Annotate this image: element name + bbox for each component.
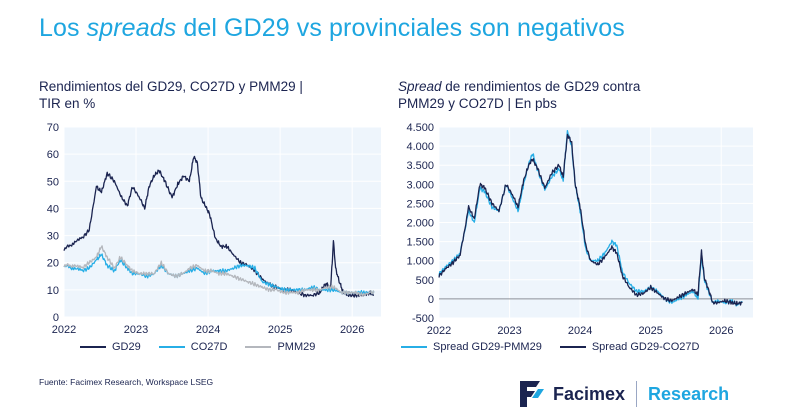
y-tick-label: 1.000 [406, 256, 434, 268]
legend-item: CO27D [158, 341, 228, 353]
legend-swatch [80, 346, 106, 348]
x-tick-label: 2024 [568, 325, 592, 337]
x-tick-label: 2025 [268, 324, 292, 336]
y-tick-label: 60 [47, 149, 59, 161]
x-tick-label: 2025 [638, 325, 662, 337]
legend-label: CO27D [190, 341, 228, 353]
y-tick-label: 2.500 [406, 198, 434, 210]
legend-label: Spread GD29-CO27D [591, 341, 700, 353]
y-tick-label: 1.500 [406, 237, 434, 249]
spread-chart: -500 0 500 1.000 1.500 2.000 2.500 3.000 3.500 4.… [406, 122, 753, 337]
left-subtitle-line2: TIR en % [39, 96, 96, 111]
right-chart-subtitle: Spread de rendimientos de GD29 contra PM… [398, 78, 738, 112]
x-tick-label: 2026 [340, 324, 364, 336]
headline-suffix: del GD29 vs provinciales son negativos [176, 14, 625, 42]
legend-swatch [245, 346, 272, 348]
x-tick-label: 2024 [196, 324, 220, 336]
series-line-spread-gd29-co27d [438, 133, 743, 306]
x-tick-label: 2022 [52, 324, 76, 336]
right-subtitle-line1: Spread de rendimientos de GD29 contra [398, 78, 738, 95]
series-line-pmm29 [63, 245, 375, 297]
yields-legend: GD29 CO27D PMM29 [80, 341, 333, 353]
y-tick-label: 4.500 [406, 122, 434, 134]
headline-prefix: Los [39, 14, 87, 42]
y-tick-label: 0 [53, 312, 59, 324]
headline-emphasis: spreads [86, 14, 177, 42]
y-tick-label: 3.000 [406, 179, 434, 191]
y-tick-label: 70 [47, 122, 59, 134]
legend-swatch [401, 346, 427, 348]
legend-label: PMM29 [277, 341, 316, 353]
brand-footer: Facimex Research [518, 375, 729, 413]
y-tick-label: 10 [47, 285, 59, 297]
brand-section: Research [648, 383, 730, 404]
left-subtitle-line1: Rendimientos del GD29, CO27D y PMM29 | [39, 79, 303, 94]
y-tick-label: 2.000 [406, 218, 434, 230]
legend-item: GD29 [80, 341, 141, 353]
y-tick-label: 3.500 [406, 160, 434, 172]
legend-swatch [158, 346, 185, 348]
right-subtitle-rest: de rendimientos de GD29 contra [441, 79, 641, 94]
brand-divider [636, 381, 638, 407]
y-tick-label: 30 [47, 231, 59, 243]
x-tick-label: 2022 [427, 325, 451, 337]
left-chart-subtitle: Rendimientos del GD29, CO27D y PMM29 | T… [39, 78, 379, 112]
x-tick-label: 2026 [709, 325, 733, 337]
y-tick-label: 0 [428, 294, 434, 306]
legend-label: Spread GD29-PMM29 [433, 341, 542, 353]
y-tick-label: 500 [416, 275, 434, 287]
x-tick-label: 2023 [497, 325, 521, 337]
legend-item: Spread GD29-PMM29 [401, 341, 542, 353]
y-tick-label: 4.000 [406, 141, 434, 153]
yields-chart: 0 10 20 30 40 50 60 70 2022 2023 2024 2025 2026 [47, 122, 381, 336]
spread-legend: Spread GD29-PMM29 Spread GD29-CO27D [401, 341, 717, 353]
y-tick-label: -500 [412, 313, 434, 325]
page-headline: Los spreads del GD29 vs provinciales son… [39, 14, 625, 43]
legend-item: Spread GD29-CO27D [559, 341, 700, 353]
brand-company: Facimex [553, 383, 626, 404]
right-subtitle-line2: PMM29 y CO27D | En pbs [398, 96, 557, 111]
right-subtitle-emphasis: Spread [398, 79, 442, 94]
legend-item: PMM29 [245, 341, 315, 353]
x-tick-label: 2023 [124, 324, 148, 336]
legend-label: GD29 [112, 341, 141, 353]
y-tick-label: 40 [47, 203, 59, 215]
source-note: Fuente: Facimex Research, Workspace LSEG [39, 377, 214, 387]
y-tick-label: 50 [47, 176, 59, 188]
series-line-gd29 [63, 155, 375, 298]
y-tick-label: 20 [47, 258, 59, 270]
facimex-logo-icon [520, 381, 544, 407]
legend-swatch [559, 346, 586, 348]
